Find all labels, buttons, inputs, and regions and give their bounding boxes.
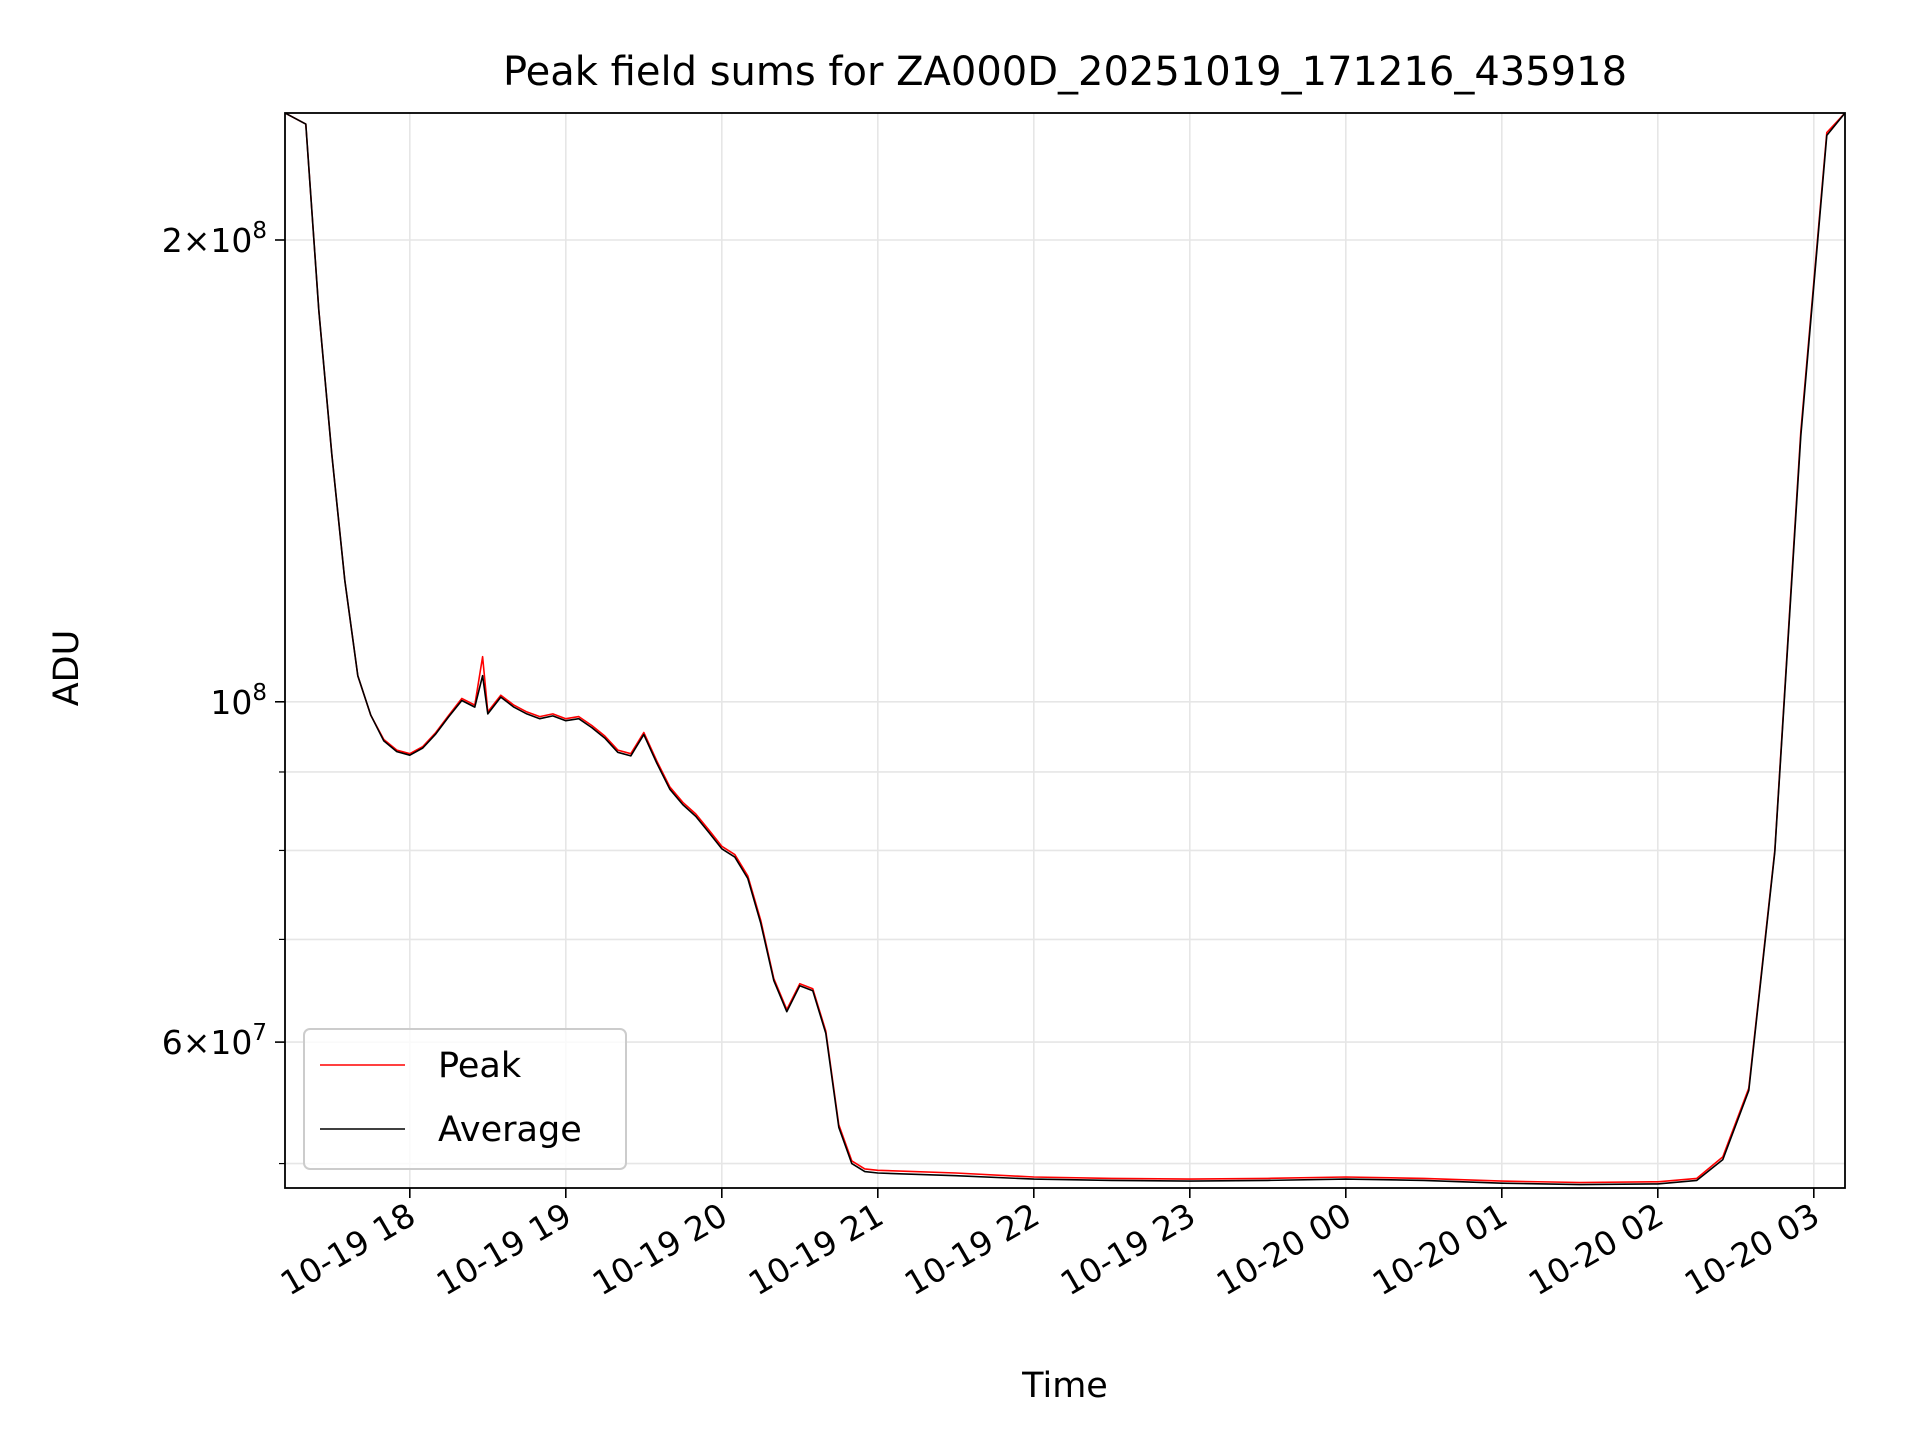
y-axis: 2×108 108 6×107 (162, 218, 285, 1165)
legend: Peak Average (303, 1028, 627, 1170)
y-tick-label: 108 (210, 680, 267, 722)
grid (285, 113, 1845, 1188)
legend-label-average: Average (438, 1110, 582, 1150)
plot-frame (284, 112, 1846, 1189)
series-line-peak (285, 113, 1845, 1184)
plot-series (285, 113, 1845, 1186)
y-axis-label: ADU (47, 630, 87, 707)
legend-label-peak: Peak (438, 1046, 522, 1086)
legend-box (303, 1028, 627, 1170)
x-axis-label: Time (1021, 1366, 1108, 1406)
y-tick-label: 2×108 (162, 218, 267, 260)
series-line-average (285, 113, 1845, 1186)
chart-title: Peak field sums for ZA000D_20251019_1712… (503, 49, 1627, 95)
y-tick-label: 6×107 (162, 1020, 267, 1062)
